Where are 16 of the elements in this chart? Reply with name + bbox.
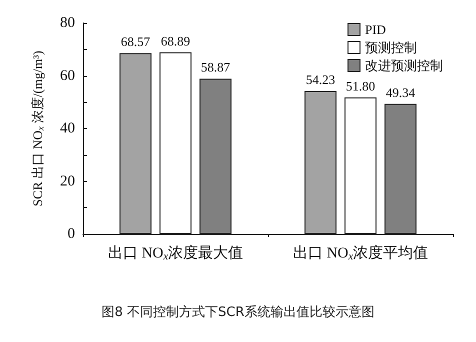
data-label: 68.89 [160, 33, 190, 48]
data-label: 51.80 [346, 78, 376, 94]
y-tick-label: 40 [60, 120, 75, 136]
caption: 图8 不同控制方式下SCR系统输出值比较示意图 [102, 304, 374, 320]
data-label: 58.87 [200, 60, 231, 75]
y-tick-label: 0 [68, 226, 75, 242]
data-label: 68.57 [120, 34, 151, 50]
legend-label: 预测控制 [365, 40, 417, 55]
legend-label: PID [365, 22, 386, 37]
y-tick-label: 20 [60, 173, 75, 190]
y-tick-label: 80 [60, 15, 75, 31]
y-tick-label: 60 [60, 68, 75, 84]
data-label: 49.34 [386, 84, 416, 100]
y-axis-title: SCR 出口 NOx 浓度/(mg/m³) [30, 50, 46, 206]
legend-label: 改进预测控制 [365, 58, 443, 73]
data-label: 54.23 [306, 72, 336, 87]
